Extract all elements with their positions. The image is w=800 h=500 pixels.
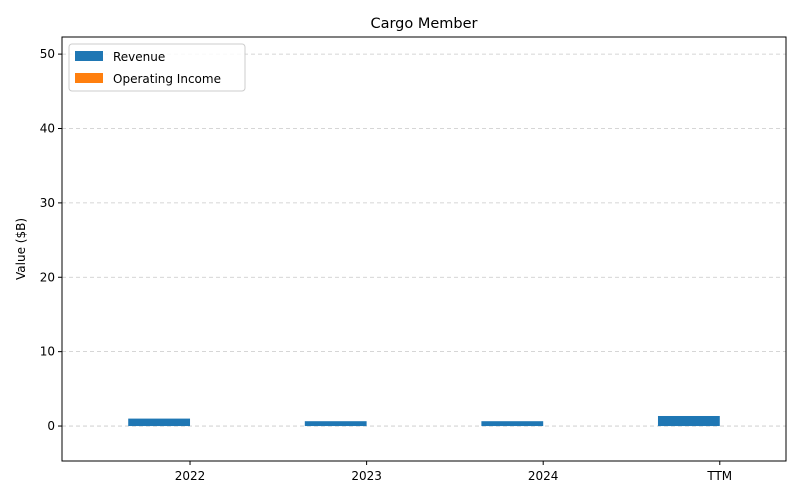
y-tick-label: 10	[40, 345, 55, 359]
legend: Revenue Operating Income	[68, 43, 246, 92]
bars	[128, 415, 720, 427]
plot-frame	[61, 36, 787, 462]
x-tick-label: 2024	[528, 469, 559, 483]
legend-label: Revenue	[113, 50, 165, 64]
x-tick-label: 2023	[351, 469, 382, 483]
bar-revenue-2024	[481, 421, 544, 427]
x-axis-ticks: 2022 2023 2024 TTM	[175, 461, 732, 483]
x-tick-label: 2022	[175, 469, 206, 483]
y-tick-label: 30	[40, 196, 55, 210]
bar-revenue-2022	[128, 418, 191, 427]
legend-swatch	[75, 51, 103, 61]
y-tick-label: 20	[40, 270, 55, 284]
bar-revenue-2023	[304, 421, 367, 427]
y-tick-label: 0	[47, 419, 55, 433]
y-axis-ticks: 0 10 20 30 40 50	[40, 47, 62, 433]
y-axis-label: Value ($B)	[14, 218, 28, 280]
legend-swatch	[75, 73, 103, 83]
legend-box	[68, 43, 246, 92]
bar-revenue-ttm	[657, 415, 720, 427]
y-tick-label: 40	[40, 121, 55, 135]
x-tick-label: TTM	[706, 469, 732, 483]
chart-title: Cargo Member	[370, 16, 477, 32]
legend-label: Operating Income	[113, 72, 221, 86]
y-tick-label: 50	[40, 47, 55, 61]
